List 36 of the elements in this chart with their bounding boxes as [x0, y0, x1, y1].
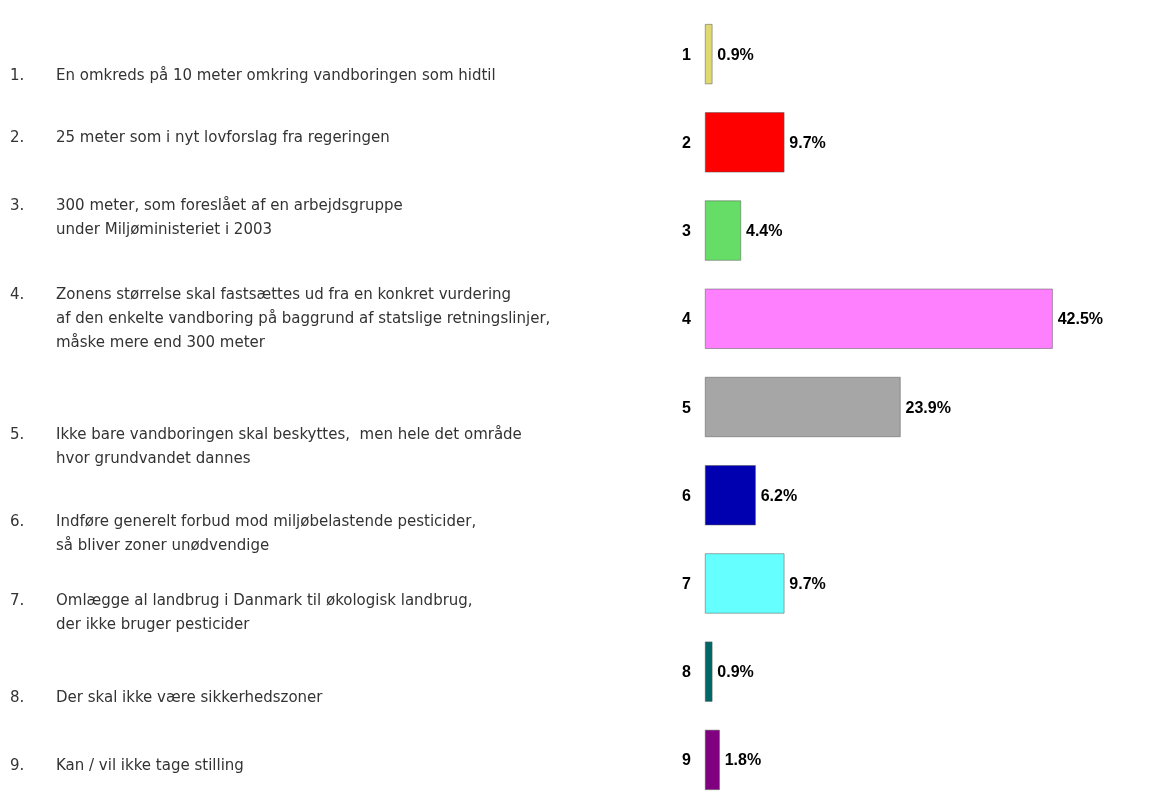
- bar: [705, 553, 785, 614]
- data-label: 42.5%: [1057, 310, 1104, 328]
- y-tick-label: 4: [682, 310, 692, 328]
- text: 7. Omlægge al landbrug i Danmark til økologisk landbrug, der ikke bruger pesticider: [10, 591, 473, 633]
- text: 3. 300 meter, som foreslået af en arbejdsgruppe under Miljøministeriet i 2003: [10, 196, 403, 238]
- data-label: 23.9%: [905, 398, 951, 416]
- y-tick-label: 3: [682, 222, 692, 240]
- text: 8. Der skal ikke være sikkerhedszoner: [10, 688, 323, 706]
- text: 4. Zonens størrelse skal fastsættes ud fra en konkret vurdering af den enkelte vandboring på baggrund af statslige retningslinjer, måske mere end 300 meter: [10, 285, 551, 351]
- data-label: 0.9%: [717, 45, 754, 63]
- bar: [705, 641, 713, 702]
- y-tick-label: 5: [682, 398, 692, 416]
- y-tick-label: 6: [682, 486, 692, 504]
- data-label: 0.9%: [717, 663, 754, 681]
- data-label: 4.4%: [745, 222, 783, 240]
- bar: [705, 200, 741, 261]
- data-label: 1.8%: [724, 751, 762, 769]
- y-tick-label: 7: [682, 574, 692, 592]
- text: 2. 25 meter som i nyt lovforslag fra regeringen: [10, 128, 390, 146]
- text: 5. Ikke bare vandboringen skal beskyttes, men hele det område hvor grundvandet dannes: [10, 425, 522, 467]
- bar: [705, 24, 713, 85]
- text: 6. Indføre generelt forbud mod miljøbelastende pesticider, så bliver zoner unødvendige: [10, 512, 477, 554]
- bar: [705, 377, 901, 437]
- text: 1. En omkreds på 10 meter omkring vandboringen som hidtil: [10, 66, 496, 84]
- y-tick-label: 1: [682, 45, 692, 63]
- text: 9. Kan / vil ikke tage stilling: [10, 756, 244, 774]
- bar: [705, 288, 1053, 349]
- data-label: 9.7%: [789, 133, 826, 151]
- y-tick-label: 2: [682, 133, 692, 151]
- y-tick-label: 8: [682, 663, 692, 681]
- bar: [705, 465, 756, 526]
- bar: [705, 112, 785, 173]
- data-label: 6.2%: [760, 486, 798, 504]
- data-label: 9.7%: [789, 574, 826, 592]
- bar: [705, 729, 720, 790]
- y-tick-label: 9: [682, 751, 692, 769]
